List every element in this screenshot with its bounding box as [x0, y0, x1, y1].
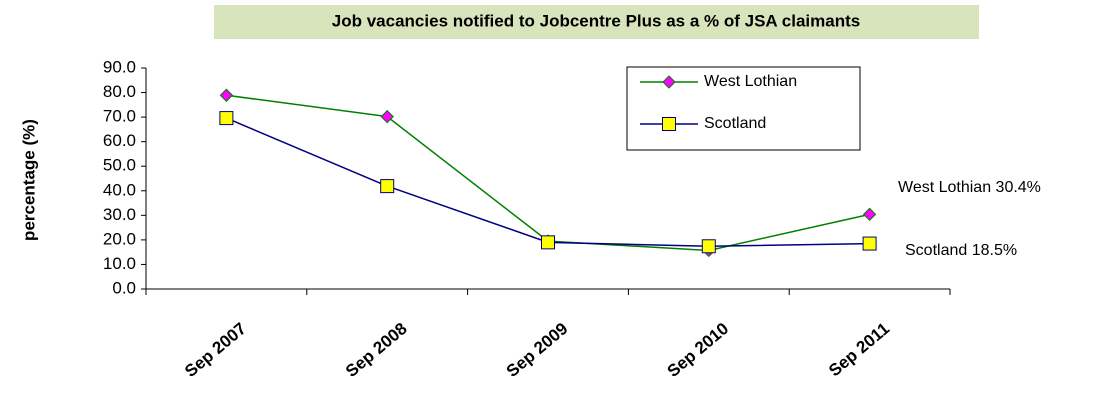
diamond-marker — [662, 75, 676, 89]
y-tick-label: 70.0 — [103, 107, 136, 126]
square-marker — [862, 236, 877, 251]
x-tick-label: Sep 2010 — [664, 319, 733, 381]
diamond-marker — [862, 207, 877, 222]
square-marker — [380, 179, 395, 194]
y-tick-label: 80.0 — [103, 82, 136, 101]
chart-title: Job vacancies notified to Jobcentre Plus… — [332, 11, 860, 30]
legend-label: West Lothian — [704, 73, 797, 90]
x-tick-label: Sep 2008 — [342, 319, 411, 381]
square-marker — [662, 117, 676, 131]
square-marker — [219, 111, 234, 126]
x-tick-label: Sep 2007 — [181, 319, 250, 381]
legend-label: Scotland — [704, 115, 766, 132]
title-background — [214, 5, 979, 39]
y-axis-label: percentage (%) — [19, 119, 38, 241]
y-tick-label: 50.0 — [103, 156, 136, 175]
x-tick-label: Sep 2009 — [503, 319, 572, 381]
y-tick-label: 90.0 — [103, 57, 136, 76]
y-tick-label: 0.0 — [112, 278, 136, 297]
y-tick-label: 20.0 — [103, 229, 136, 248]
x-tick-label: Sep 2011 — [825, 319, 893, 380]
diamond-marker — [380, 109, 394, 124]
y-tick-label: 10.0 — [103, 254, 136, 273]
y-tick-label: 60.0 — [103, 131, 136, 150]
diamond-marker — [219, 88, 234, 102]
annotation: Scotland 18.5% — [905, 242, 1017, 259]
y-tick-label: 30.0 — [103, 205, 136, 224]
square-marker — [541, 235, 555, 250]
square-marker — [701, 239, 716, 254]
y-tick-label: 40.0 — [103, 180, 136, 199]
annotation: West Lothian 30.4% — [898, 179, 1041, 196]
